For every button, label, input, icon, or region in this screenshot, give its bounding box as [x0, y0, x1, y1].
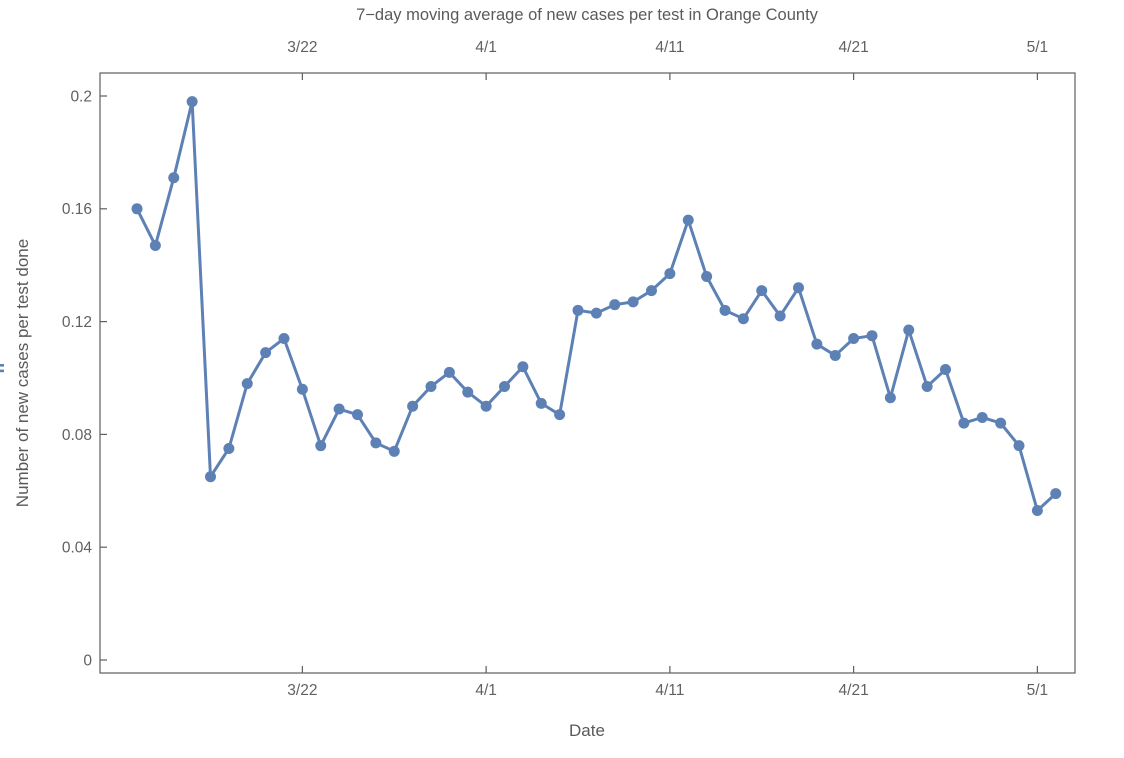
data-point — [848, 333, 860, 345]
x-tick-label-top: 3/22 — [287, 39, 317, 56]
data-point — [829, 349, 841, 361]
x-tick-label-top: 4/1 — [475, 39, 497, 56]
data-point — [425, 380, 437, 392]
data-point — [1050, 488, 1062, 500]
x-tick-label-top: 5/1 — [1027, 39, 1049, 56]
y-tick-label: 0.04 — [62, 540, 93, 557]
data-point — [223, 443, 235, 454]
x-tick-label-bottom: 5/1 — [1027, 682, 1049, 699]
data-point — [278, 333, 290, 345]
data-point — [407, 400, 419, 412]
series-line — [135, 100, 1058, 513]
x-axis-label: Date — [569, 721, 605, 740]
y-tick-label: 0.08 — [62, 427, 92, 444]
plot-frame — [99, 72, 1076, 674]
x-axis-top: 3/22 4/1 4/11 4/21 5/1 — [287, 39, 1048, 80]
data-point — [186, 96, 198, 108]
data-point — [554, 409, 566, 421]
data-point — [370, 437, 382, 449]
data-point — [976, 411, 988, 423]
data-point — [811, 338, 823, 350]
data-point — [1031, 505, 1043, 517]
x-tick-label-top: 4/11 — [655, 39, 684, 56]
data-point — [958, 417, 970, 429]
data-point — [462, 386, 474, 398]
data-point — [131, 203, 143, 215]
x-tick-label-bottom: 3/22 — [287, 682, 317, 699]
x-tick-label-top: 4/21 — [839, 39, 869, 56]
data-point — [333, 403, 345, 415]
data-point — [168, 172, 180, 184]
data-point — [646, 285, 657, 297]
data-point — [682, 214, 694, 226]
data-point — [664, 268, 676, 280]
data-point — [480, 400, 492, 412]
chart-title: 7−day moving average of new cases per te… — [356, 6, 819, 24]
y-tick-label: 0.2 — [70, 88, 92, 105]
data-point — [296, 383, 308, 395]
data-point — [940, 364, 951, 376]
data-point — [884, 392, 896, 404]
y-axis: 0 0.04 0.08 0.12 0.16 0.2 — [62, 88, 107, 669]
y-tick-label: 0 — [83, 652, 92, 669]
data-point — [260, 347, 272, 359]
x-tick-label-bottom: 4/21 — [839, 682, 869, 699]
y-tick-label: 0.16 — [62, 201, 92, 218]
y-tick-label: 0.12 — [62, 314, 92, 331]
data-point — [866, 330, 878, 342]
data-point — [701, 270, 713, 282]
data-point — [995, 417, 1007, 429]
y-axis-label: Number of new cases per test done — [13, 239, 32, 507]
data-point — [1013, 440, 1025, 452]
data-point — [590, 307, 602, 319]
data-series — [131, 96, 1062, 517]
x-axis-bottom: 3/22 4/1 4/11 4/21 5/1 — [287, 666, 1048, 699]
data-point — [903, 324, 915, 336]
data-point — [205, 471, 216, 483]
data-point — [627, 296, 639, 308]
data-point — [315, 440, 327, 452]
data-point — [572, 304, 584, 316]
x-tick-label-bottom: 4/1 — [475, 682, 497, 699]
data-point — [149, 239, 161, 251]
left-edge-artifact — [0, 364, 4, 373]
data-point — [499, 380, 510, 392]
data-point — [774, 310, 786, 322]
data-point — [609, 299, 621, 311]
data-point — [535, 397, 547, 409]
data-point — [921, 380, 933, 392]
data-point — [388, 445, 400, 457]
x-tick-label-bottom: 4/11 — [655, 682, 684, 699]
data-point — [737, 313, 749, 325]
data-point — [793, 282, 804, 294]
data-point — [352, 409, 363, 421]
data-point — [241, 378, 253, 390]
data-point — [719, 304, 731, 316]
data-point — [443, 366, 455, 378]
data-point — [756, 285, 768, 297]
data-point — [517, 361, 529, 373]
